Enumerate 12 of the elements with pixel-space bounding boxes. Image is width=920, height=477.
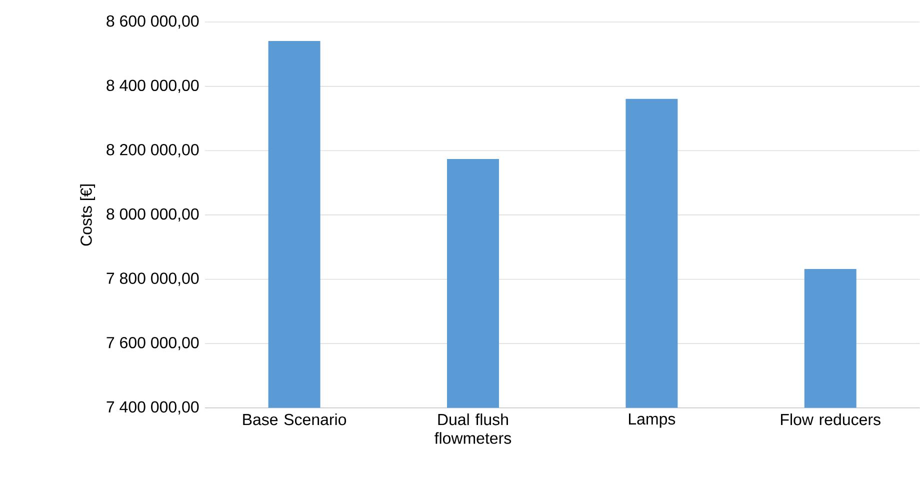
y-tick-label: 8 400 000,00 — [106, 80, 199, 93]
y-tick-label: 7 400 000,00 — [106, 401, 199, 415]
y-tick-label: 7 800 000,00 — [106, 272, 199, 286]
x-tick-label: Dual flush flowmeters — [434, 414, 512, 444]
x-tick-label: Base Scenario — [243, 414, 346, 426]
y-tick-label: 8 600 000,00 — [106, 15, 199, 29]
y-tick-label: 8 000 000,00 — [106, 208, 199, 222]
x-tick-label: Lamps — [629, 414, 676, 428]
x-tick-label: Flow reducers — [781, 414, 880, 426]
y-tick-label: 7 600 000,00 — [106, 337, 199, 350]
y-tick-label: 8 200 000,00 — [106, 144, 199, 158]
y-axis-title: Costs [€] — [80, 184, 96, 246]
